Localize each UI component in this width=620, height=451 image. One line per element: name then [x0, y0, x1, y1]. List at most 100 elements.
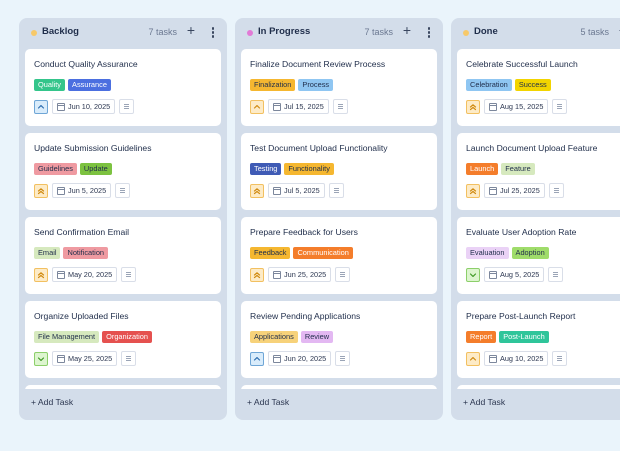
notes-icon[interactable]	[552, 99, 568, 114]
tag-badge: Email	[34, 247, 61, 259]
chevron-down-icon[interactable]	[466, 267, 480, 282]
notes-icon[interactable]	[548, 267, 564, 282]
due-date[interactable]: Jun 5, 2025	[52, 183, 112, 198]
task-title: Update Submission Guidelines	[34, 143, 152, 153]
due-date[interactable]: Aug 5, 2025	[484, 267, 545, 282]
notes-icon[interactable]	[328, 183, 344, 198]
tag-badge: Celebration	[466, 79, 512, 91]
task-card[interactable]: Evaluate User Adoption Rate Evaluation Ado…	[457, 217, 620, 294]
task-card[interactable]: Organize Uploaded Files File Management Or…	[25, 301, 221, 378]
chevron-down-icon[interactable]	[34, 351, 48, 366]
due-date[interactable]: May 20, 2025	[52, 267, 118, 282]
tag-badge: Launch	[466, 163, 499, 175]
add-icon[interactable]: +	[402, 22, 412, 38]
task-meta: May 25, 2025	[34, 351, 137, 366]
due-date[interactable]: Jul 5, 2025	[268, 183, 325, 198]
notes-icon[interactable]	[335, 351, 351, 366]
task-card-partial[interactable]	[457, 385, 620, 389]
due-date-text: Jun 5, 2025	[68, 186, 107, 195]
tag-badge: Post-Launch	[499, 331, 549, 343]
due-date[interactable]: Jun 10, 2025	[52, 99, 116, 114]
task-meta: Aug 15, 2025	[466, 99, 568, 114]
double-chevron-up-icon[interactable]	[34, 183, 48, 198]
tag-list: Guidelines Update	[34, 163, 112, 175]
tag-badge: Evaluation	[466, 247, 509, 259]
task-card[interactable]: Celebrate Successful Launch Celebration Su…	[457, 49, 620, 126]
column-title: In Progress	[258, 26, 311, 37]
double-chevron-up-icon[interactable]	[34, 267, 48, 282]
notes-icon[interactable]	[115, 183, 131, 198]
due-date[interactable]: Jul 25, 2025	[484, 183, 545, 198]
due-date[interactable]: Jul 15, 2025	[268, 99, 329, 114]
add-task-button[interactable]: + Add Task	[31, 397, 74, 407]
add-icon[interactable]: +	[616, 22, 620, 38]
double-chevron-up-icon[interactable]	[466, 99, 480, 114]
task-card[interactable]: Send Confirmation Email Email Notification…	[25, 217, 221, 294]
column-backlog: Backlog 7 tasks + Conduct Quality Assurance…	[19, 18, 227, 420]
notes-icon[interactable]	[119, 99, 135, 114]
task-card-partial[interactable]	[25, 385, 221, 389]
more-vertical-icon[interactable]	[211, 27, 215, 39]
tag-badge: Report	[466, 331, 497, 343]
task-title: Finalize Document Review Process	[250, 59, 386, 69]
tag-badge: File Management	[34, 331, 100, 343]
tag-list: Applications Review	[250, 331, 334, 343]
notes-icon[interactable]	[335, 267, 351, 282]
notes-icon[interactable]	[332, 99, 348, 114]
task-card[interactable]: Launch Document Upload Feature Launch Feat…	[457, 133, 620, 210]
due-date-text: Jul 25, 2025	[500, 186, 540, 195]
due-date[interactable]: Jun 20, 2025	[268, 351, 332, 366]
task-meta: Jul 25, 2025	[466, 183, 564, 198]
task-card[interactable]: Finalize Document Review Process Finaliza…	[241, 49, 437, 126]
task-card[interactable]: Review Pending Applications Applications R…	[241, 301, 437, 378]
card-list: Conduct Quality Assurance Quality Assuranc…	[25, 49, 221, 389]
chevron-up-icon[interactable]	[466, 351, 480, 366]
add-task-button[interactable]: + Add Task	[247, 397, 290, 407]
tag-badge: Process	[298, 79, 334, 91]
task-card[interactable]: Conduct Quality Assurance Quality Assuranc…	[25, 49, 221, 126]
double-chevron-up-icon[interactable]	[466, 183, 480, 198]
tag-list: Quality Assurance	[34, 79, 111, 91]
task-card[interactable]: Prepare Feedback for Users Feedback Commun…	[241, 217, 437, 294]
tag-badge: Success	[514, 79, 551, 91]
task-card[interactable]: Prepare Post-Launch Report Report Post-Lau…	[457, 301, 620, 378]
due-date-text: Jul 15, 2025	[284, 102, 324, 111]
notes-icon[interactable]	[121, 267, 137, 282]
task-title: Review Pending Applications	[250, 311, 361, 321]
add-task-button[interactable]: + Add Task	[463, 397, 506, 407]
task-meta: Jun 25, 2025	[250, 267, 351, 282]
chevron-up-icon[interactable]	[250, 99, 264, 114]
chevron-up-icon[interactable]	[250, 351, 264, 366]
task-count: 7 tasks	[364, 27, 393, 37]
due-date[interactable]: Jun 25, 2025	[268, 267, 332, 282]
task-title: Prepare Feedback for Users	[250, 227, 358, 237]
notes-icon[interactable]	[552, 351, 568, 366]
tag-badge: Communication	[293, 247, 353, 259]
due-date[interactable]: Aug 10, 2025	[484, 351, 549, 366]
double-chevron-up-icon[interactable]	[250, 267, 264, 282]
due-date[interactable]: Aug 15, 2025	[484, 99, 549, 114]
status-dot-icon	[247, 30, 253, 36]
status-dot-icon	[463, 30, 469, 36]
task-card[interactable]: Test Document Upload Functionality Testin…	[241, 133, 437, 210]
notes-icon[interactable]	[548, 183, 564, 198]
task-card-partial[interactable]	[241, 385, 437, 389]
notes-icon[interactable]	[121, 351, 137, 366]
task-title: Prepare Post-Launch Report	[466, 311, 576, 321]
due-date-text: Jun 20, 2025	[284, 354, 327, 363]
double-chevron-up-icon[interactable]	[250, 183, 264, 198]
calendar-icon	[273, 102, 281, 111]
chevron-up-icon[interactable]	[34, 99, 48, 114]
calendar-icon	[489, 270, 497, 279]
tag-list: File Management Organization	[34, 331, 153, 343]
more-vertical-icon[interactable]	[427, 27, 431, 39]
task-card[interactable]: Update Submission Guidelines Guidelines Up…	[25, 133, 221, 210]
task-meta: Jul 15, 2025	[250, 99, 348, 114]
add-icon[interactable]: +	[186, 22, 196, 38]
due-date-text: Jun 10, 2025	[68, 102, 111, 111]
due-date[interactable]: May 25, 2025	[52, 351, 118, 366]
column-in-progress: In Progress 7 tasks + Finalize Document Rev…	[235, 18, 443, 420]
due-date-text: Aug 15, 2025	[500, 102, 544, 111]
